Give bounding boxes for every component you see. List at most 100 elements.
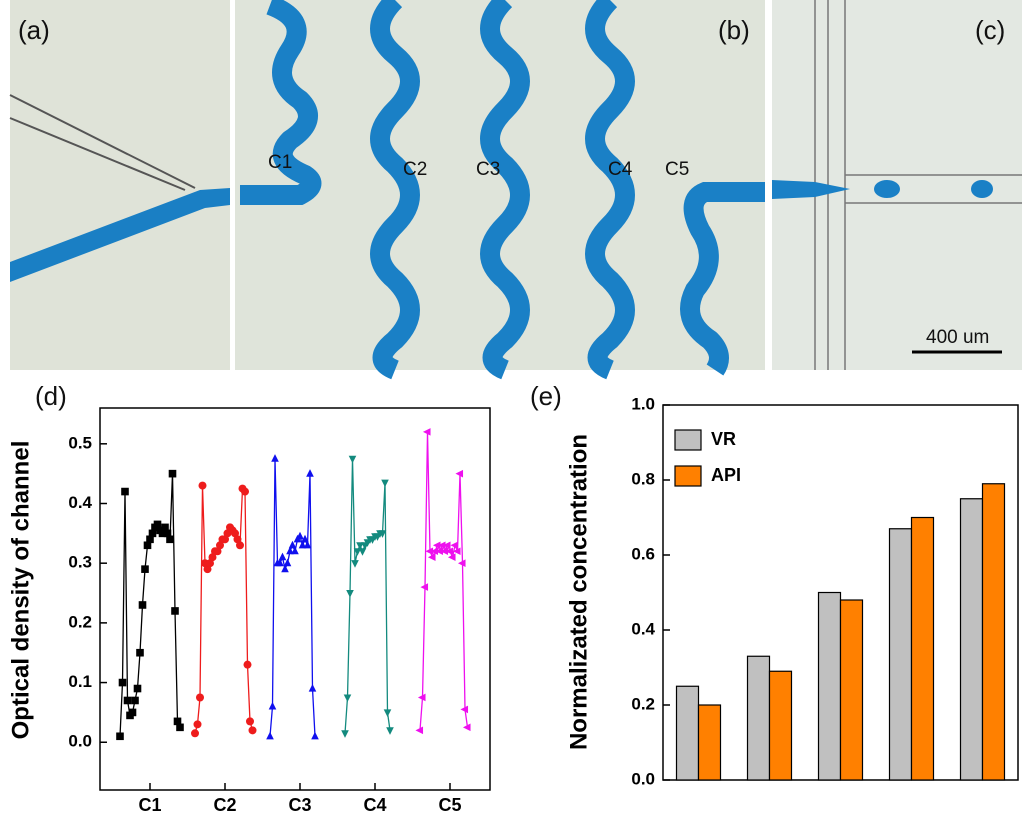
y-tick-label: 0.5 <box>68 433 92 452</box>
channel-wall <box>9 94 196 191</box>
data-point <box>356 542 364 550</box>
data-point <box>133 684 142 693</box>
x-tick-label: C1 <box>138 795 161 815</box>
data-point <box>308 683 317 692</box>
data-point <box>353 548 362 556</box>
y-tick-label: 0.2 <box>631 694 655 713</box>
x-tick-label: C3 <box>288 795 311 815</box>
data-point <box>306 469 314 477</box>
data-point <box>381 479 389 488</box>
data-point <box>138 601 147 609</box>
data-point <box>168 469 177 478</box>
scale-bar-label: 400 um <box>926 327 989 348</box>
series-line <box>269 458 316 737</box>
data-point <box>440 547 449 556</box>
data-point <box>163 529 172 538</box>
data-point <box>386 727 394 735</box>
data-point <box>447 553 456 562</box>
y-tick-label: 0.4 <box>631 619 655 638</box>
x-tick-label: C5 <box>438 795 461 815</box>
data-point <box>241 487 249 496</box>
data-point <box>378 530 387 538</box>
data-point <box>123 696 132 705</box>
y-axis-label: Normalizated concentration <box>565 434 592 750</box>
y-tick-label: 0.2 <box>68 612 92 631</box>
data-point <box>303 540 312 549</box>
bar <box>959 498 984 781</box>
data-point <box>161 523 169 532</box>
x-tick-label: C4 <box>363 795 386 815</box>
y-tick-label: 0.8 <box>631 469 655 488</box>
data-point <box>196 693 204 702</box>
data-point <box>442 541 451 550</box>
bar <box>839 599 864 781</box>
y-axis-label: Optical density of channel <box>7 441 34 740</box>
data-point <box>311 731 319 740</box>
data-point <box>213 547 222 556</box>
data-point <box>351 560 359 568</box>
data-point <box>271 454 279 462</box>
bar <box>697 704 722 781</box>
data-point <box>146 535 154 544</box>
data-point <box>131 696 139 705</box>
data-point <box>208 553 217 562</box>
data-point <box>221 535 229 544</box>
data-point <box>243 660 252 669</box>
series-line <box>344 458 391 734</box>
data-point <box>420 583 429 591</box>
data-point <box>417 693 426 702</box>
bar <box>746 655 771 781</box>
data-point <box>452 547 461 556</box>
data-point <box>281 564 289 573</box>
data-point <box>266 731 274 740</box>
data-point <box>415 726 424 735</box>
legend-swatch <box>674 465 702 487</box>
data-point <box>203 565 212 574</box>
data-point <box>236 541 244 550</box>
data-point <box>462 723 471 732</box>
data-point <box>437 541 446 550</box>
data-point <box>346 589 354 598</box>
data-point <box>283 558 292 567</box>
data-point <box>191 729 199 738</box>
bar <box>981 483 1006 781</box>
data-point <box>128 708 137 717</box>
data-point <box>432 541 441 550</box>
bar <box>675 685 700 781</box>
data-point <box>455 469 464 478</box>
data-point <box>153 520 162 529</box>
panel-label: (a) <box>18 15 50 45</box>
data-point <box>216 541 224 550</box>
data-point <box>171 607 179 615</box>
data-point <box>383 709 392 717</box>
data-point <box>118 678 127 687</box>
data-point <box>276 558 284 567</box>
data-point <box>343 694 352 703</box>
x-tick-label: C2 <box>213 795 236 815</box>
y-tick-label: 0.0 <box>68 732 92 751</box>
data-point <box>460 705 469 714</box>
droplet <box>874 180 900 198</box>
data-point <box>148 529 157 538</box>
data-point <box>136 648 144 657</box>
y-tick-label: 0.1 <box>68 672 92 691</box>
panel-label: (c) <box>975 15 1005 45</box>
data-point <box>291 546 299 555</box>
y-tick-label: 0.3 <box>68 553 92 572</box>
data-point <box>198 481 207 490</box>
bar <box>910 516 935 781</box>
bar <box>817 591 842 781</box>
data-point <box>121 487 129 496</box>
data-point <box>173 717 182 726</box>
bar <box>768 670 793 781</box>
channel-label: C1 <box>268 152 292 173</box>
data-point <box>358 548 367 556</box>
data-point <box>296 531 304 540</box>
panel-label: (e) <box>530 381 562 411</box>
y-tick-label: 1.0 <box>631 394 655 413</box>
panel-label: (d) <box>35 381 67 411</box>
y-tick-label: 0.4 <box>68 493 92 512</box>
droplet <box>971 180 993 198</box>
data-point <box>268 701 277 710</box>
